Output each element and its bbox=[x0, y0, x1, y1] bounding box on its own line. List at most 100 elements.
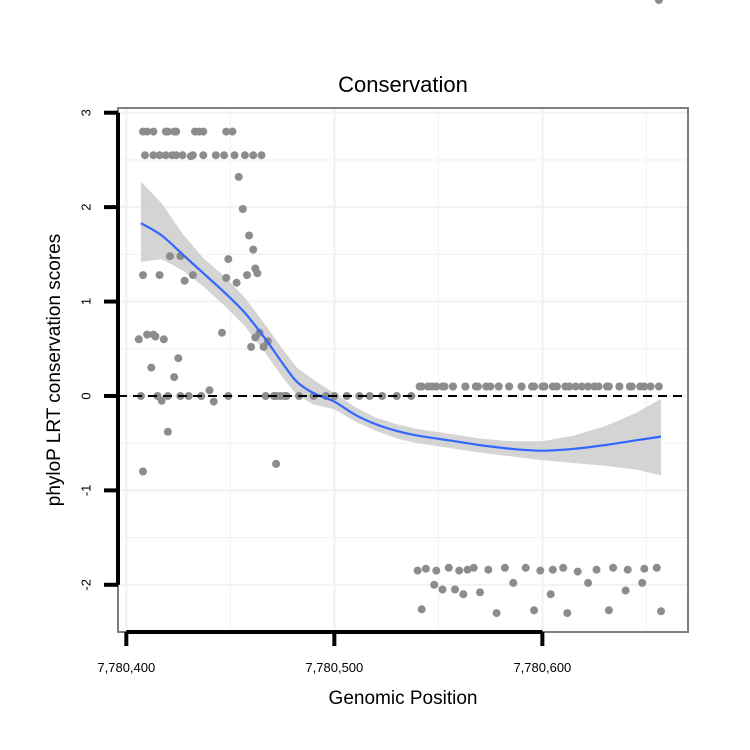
data-point bbox=[548, 565, 557, 574]
data-point bbox=[451, 585, 459, 594]
data-point bbox=[188, 271, 197, 280]
data-point bbox=[417, 605, 426, 614]
y-axis: -2 -1 0 1 2 3 bbox=[79, 109, 120, 591]
data-point bbox=[149, 127, 158, 136]
data-point bbox=[621, 586, 630, 595]
x-axis-label: Genomic Position bbox=[329, 688, 478, 709]
data-point bbox=[224, 255, 233, 264]
data-point bbox=[240, 151, 249, 160]
data-point bbox=[159, 335, 168, 344]
data-point bbox=[517, 382, 526, 391]
data-point bbox=[438, 585, 447, 594]
data-point bbox=[571, 382, 580, 391]
data-point bbox=[615, 382, 624, 391]
data-point bbox=[251, 333, 260, 342]
y-tick-label: -2 bbox=[79, 579, 94, 591]
data-point bbox=[170, 373, 179, 382]
data-point bbox=[461, 382, 470, 391]
data-point bbox=[163, 427, 172, 436]
x-tick-label: 7,780,500 bbox=[305, 660, 363, 675]
data-point bbox=[609, 563, 618, 572]
data-point bbox=[640, 564, 649, 573]
data-point bbox=[536, 566, 545, 575]
data-point bbox=[657, 607, 665, 616]
data-point bbox=[654, 382, 663, 391]
data-point bbox=[222, 127, 231, 136]
data-point bbox=[438, 382, 447, 391]
data-point bbox=[272, 459, 281, 468]
y-tick-label: -1 bbox=[79, 485, 94, 497]
data-point bbox=[546, 590, 555, 599]
data-point bbox=[261, 392, 270, 400]
data-point bbox=[209, 397, 218, 406]
data-point bbox=[166, 252, 174, 261]
x-tick-label: 7,780,400 bbox=[97, 660, 155, 675]
data-point bbox=[417, 382, 426, 391]
plot-area bbox=[117, 0, 689, 633]
data-point bbox=[459, 590, 468, 599]
data-point bbox=[199, 151, 208, 160]
data-point bbox=[230, 151, 239, 160]
data-point bbox=[170, 127, 179, 136]
data-point bbox=[471, 382, 480, 391]
data-point bbox=[430, 580, 439, 589]
data-point bbox=[592, 565, 601, 574]
data-point bbox=[153, 392, 162, 400]
data-point bbox=[584, 578, 593, 587]
data-point bbox=[505, 382, 514, 391]
data-point bbox=[243, 271, 251, 280]
data-point bbox=[492, 609, 501, 618]
data-point bbox=[163, 127, 172, 136]
data-point bbox=[528, 382, 536, 391]
data-point bbox=[509, 578, 518, 587]
data-point bbox=[476, 588, 484, 597]
data-point bbox=[253, 269, 262, 278]
data-point bbox=[180, 276, 189, 285]
data-point bbox=[155, 271, 164, 280]
data-point bbox=[623, 565, 632, 574]
data-point bbox=[444, 563, 453, 572]
data-point bbox=[172, 151, 181, 160]
y-tick-label: 3 bbox=[79, 109, 94, 116]
data-point bbox=[222, 273, 231, 282]
data-point bbox=[174, 354, 183, 363]
y-tick-label: 0 bbox=[79, 392, 94, 399]
data-point bbox=[143, 330, 152, 339]
data-point bbox=[134, 335, 143, 344]
data-point bbox=[552, 382, 561, 391]
data-point bbox=[577, 382, 586, 391]
data-point bbox=[141, 151, 149, 160]
data-point bbox=[238, 205, 247, 213]
data-point bbox=[421, 564, 430, 573]
y-tick-label: 2 bbox=[79, 204, 94, 211]
data-point bbox=[147, 363, 156, 372]
data-point bbox=[652, 563, 661, 572]
data-point bbox=[155, 151, 164, 160]
data-point bbox=[584, 382, 593, 391]
data-point bbox=[432, 566, 441, 575]
data-point bbox=[565, 382, 574, 391]
data-point bbox=[184, 392, 193, 400]
data-point bbox=[463, 565, 472, 574]
data-point bbox=[211, 151, 220, 160]
data-point bbox=[448, 382, 457, 391]
data-point bbox=[530, 606, 539, 615]
data-point bbox=[218, 328, 226, 337]
data-point bbox=[139, 127, 147, 136]
plot-frame bbox=[117, 107, 689, 633]
data-point bbox=[654, 0, 663, 4]
data-point bbox=[139, 271, 147, 280]
data-point bbox=[604, 606, 613, 615]
data-point bbox=[220, 151, 229, 160]
data-point bbox=[247, 342, 256, 351]
data-point bbox=[573, 567, 582, 576]
data-point bbox=[378, 392, 387, 400]
smooth-line bbox=[140, 222, 662, 452]
data-point bbox=[249, 151, 258, 160]
chart-title: Conservation bbox=[338, 72, 468, 97]
data-point bbox=[640, 382, 649, 391]
data-point bbox=[428, 382, 437, 391]
data-point bbox=[484, 565, 493, 574]
data-point bbox=[559, 563, 568, 572]
